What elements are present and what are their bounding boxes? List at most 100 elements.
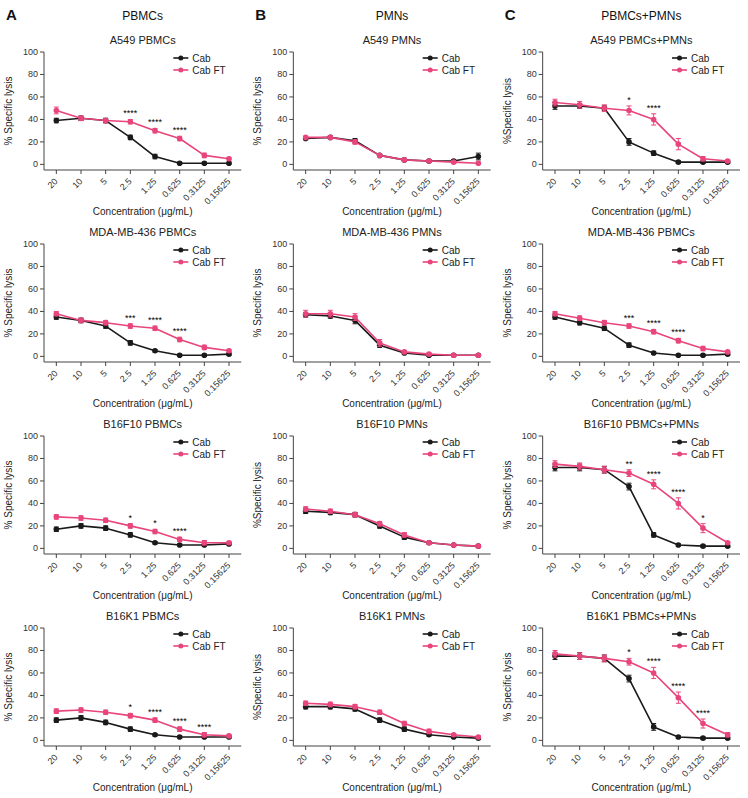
error-bar [202, 541, 207, 545]
error-bar-cap [577, 101, 582, 102]
data-point [426, 158, 432, 164]
error-bar-cap [577, 652, 582, 653]
annotation: **** [647, 656, 662, 666]
legend-marker [677, 644, 682, 649]
panel: B16F10 PBMCs020406080100201052.51.250.62… [3, 418, 241, 601]
x-tick [355, 170, 356, 174]
x-tick [330, 170, 331, 174]
data-point [700, 156, 706, 162]
error-bar [177, 727, 182, 731]
y-tick-label: 60 [527, 92, 537, 102]
error-bar [627, 324, 632, 328]
data-point [676, 141, 682, 147]
data-point [128, 135, 134, 141]
y-tick [40, 288, 44, 289]
legend: CabCab FT [173, 245, 225, 268]
legend-label: Cab FT [691, 257, 724, 268]
error-bar [103, 118, 108, 122]
annotation: * [153, 518, 157, 528]
y-tick [539, 740, 543, 741]
data-point [152, 732, 158, 738]
data-point [426, 351, 432, 357]
y-tick-label: 80 [277, 261, 287, 271]
legend-marker [428, 440, 433, 445]
data-point [377, 153, 383, 159]
data-point [651, 724, 657, 730]
y-tick-label: 100 [23, 239, 38, 249]
error-bar [54, 311, 59, 315]
error-bar-cap [651, 730, 656, 731]
y-tick [40, 119, 44, 120]
y-tick [539, 458, 543, 459]
y-tick-label: 100 [522, 431, 537, 441]
error-bar [577, 320, 582, 324]
x-axis-label: Concentration (μg/mL) [93, 398, 193, 409]
error-bar [377, 710, 382, 714]
y-tick-label: 40 [28, 690, 38, 700]
x-tick-label: 0.625 [160, 752, 183, 775]
legend: CabCab FT [672, 245, 724, 268]
data-point [651, 532, 657, 538]
data-point [602, 656, 608, 662]
legend-label: Cab FT [192, 257, 225, 268]
series [54, 107, 232, 161]
error-bar [103, 710, 108, 714]
error-bar [701, 157, 706, 161]
series-line [56, 314, 229, 351]
error-bar-cap [577, 659, 582, 660]
chart-title: B16K1 PMNs [359, 610, 426, 622]
y-tick [289, 141, 293, 142]
y-tick-label: 40 [277, 498, 287, 508]
y-tick-label: 0 [532, 735, 537, 745]
x-tick-label: 0.625 [409, 176, 432, 199]
y-tick [539, 119, 543, 120]
x-tick [478, 554, 479, 558]
x-tick [130, 362, 131, 366]
annotation: * [627, 647, 631, 657]
x-axis-line [44, 362, 241, 363]
x-tick-label: 5 [348, 560, 359, 571]
data-point [54, 311, 60, 317]
y-axis-line [293, 628, 294, 746]
y-tick [539, 695, 543, 696]
data-point [54, 108, 60, 114]
data-point [651, 350, 657, 356]
y-tick-label: 100 [522, 239, 537, 249]
data-point [303, 311, 309, 317]
x-tick-label: 5 [98, 176, 109, 187]
x-tick-label: 1.25 [139, 752, 158, 771]
chart-title: A549 PBMCs [110, 34, 177, 46]
x-tick-label: 2.5 [616, 368, 632, 384]
y-tick [289, 244, 293, 245]
error-bar [577, 101, 582, 108]
x-tick-label: 10 [320, 176, 334, 190]
error-bar [103, 320, 108, 324]
y-tick [40, 628, 44, 629]
background [0, 0, 748, 798]
error-bar [103, 526, 108, 530]
series-line [555, 103, 728, 161]
data-point [626, 342, 632, 348]
legend-label: Cab [192, 245, 211, 256]
legend: CabCab FT [173, 629, 225, 652]
x-tick [478, 170, 479, 174]
data-point [651, 117, 657, 123]
y-tick-label: 80 [28, 645, 38, 655]
x-tick-label: 5 [98, 368, 109, 379]
data-point [54, 514, 60, 520]
data-point [177, 734, 183, 740]
legend-label: Cab [192, 53, 211, 64]
x-tick [478, 746, 479, 750]
series-line [555, 656, 728, 738]
error-bar [79, 716, 84, 720]
panel: B16K1 PBMCs020406080100201052.51.250.625… [3, 610, 241, 793]
x-tick [429, 170, 430, 174]
legend-marker [178, 644, 183, 649]
x-axis-label: Concentration (μg/mL) [93, 590, 193, 601]
x-tick-label: 10 [320, 752, 334, 766]
legend-label: Cab [691, 437, 710, 448]
y-tick-label: 20 [28, 329, 38, 339]
series [54, 311, 232, 354]
x-tick [305, 170, 306, 174]
y-tick [289, 525, 293, 526]
